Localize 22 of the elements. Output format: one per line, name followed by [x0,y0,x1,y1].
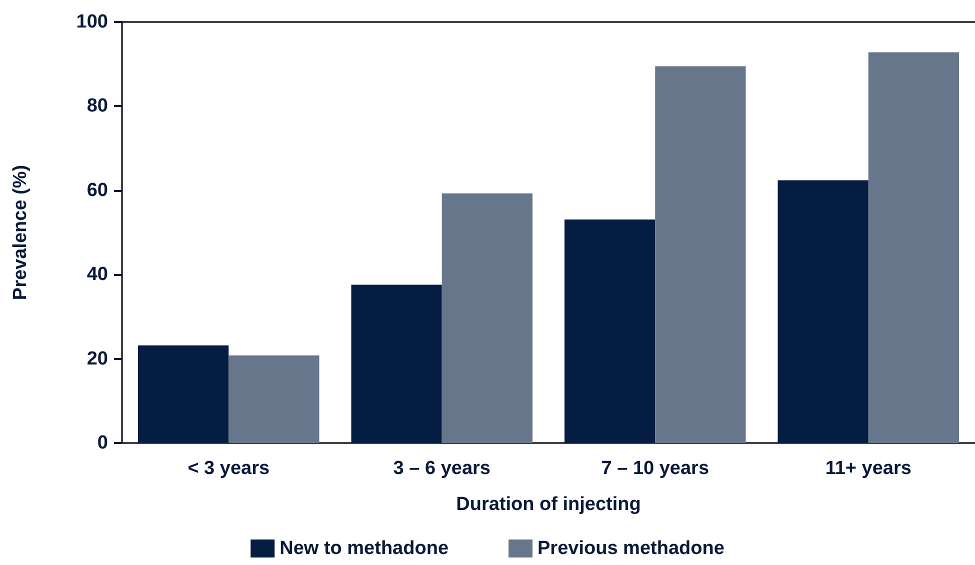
y-tick-label: 100 [76,12,108,32]
y-tick-label: 40 [86,264,108,286]
bar [442,193,533,443]
bar [351,284,442,443]
bar [138,345,229,443]
y-tick-label: 60 [86,180,108,201]
y-tick-label: 20 [86,348,108,370]
bar [655,66,746,443]
x-axis-title: Duration of injecting [456,494,641,515]
x-tick-label: < 3 years [188,458,270,479]
x-tick-label: 11+ years [825,458,912,479]
y-axis-title: Prevalence (%) [10,164,31,300]
x-tick-label: 7 – 10 years [601,458,710,479]
y-tick-label: 0 [97,432,108,454]
y-tick-label: 80 [86,96,108,117]
x-tick-label: 3 – 6 years [393,458,490,479]
legend-label: Previous methadone [538,538,724,559]
bar [564,219,656,443]
bar [868,52,960,443]
legend-label: New to methadone [280,538,449,559]
bar [778,180,868,443]
bar [228,355,320,443]
